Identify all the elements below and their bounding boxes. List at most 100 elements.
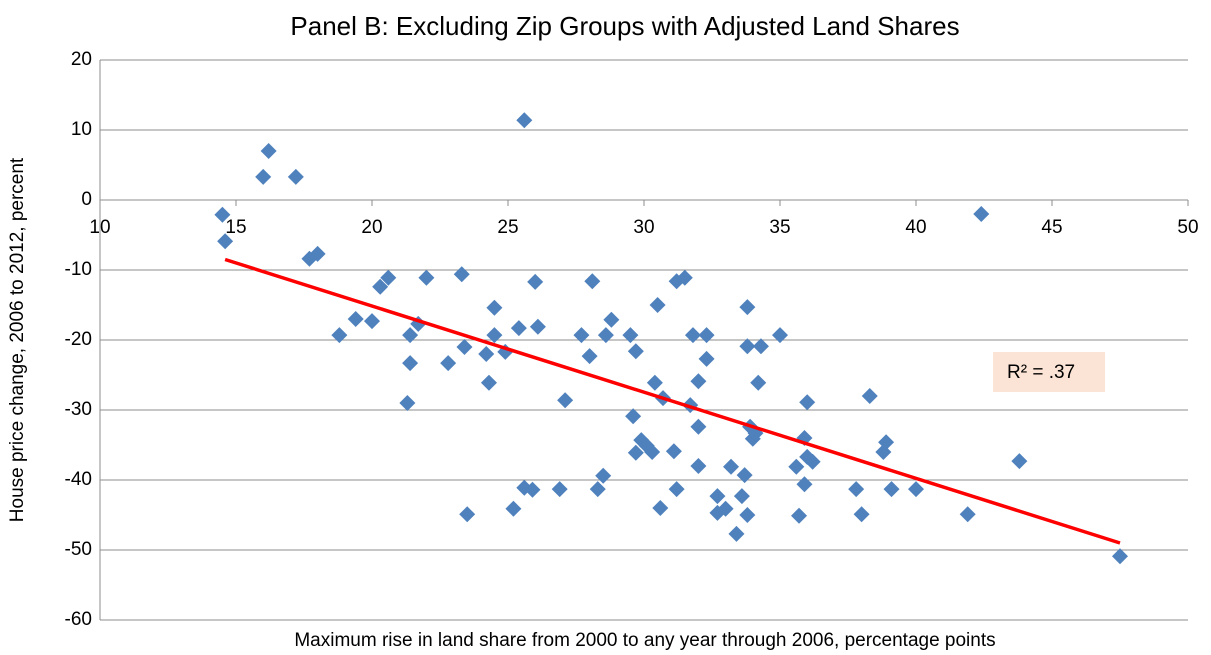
- point: [399, 395, 416, 411]
- x-tick-label: 25: [497, 217, 518, 238]
- point: [347, 311, 364, 327]
- point: [622, 327, 639, 344]
- point: [709, 504, 726, 521]
- point: [459, 506, 476, 523]
- point: [331, 327, 348, 344]
- point: [796, 476, 813, 493]
- point: [723, 458, 740, 475]
- point: [214, 206, 231, 223]
- point: [739, 507, 756, 523]
- point: [676, 269, 693, 286]
- chart-title: Panel B: Excluding Zip Groups with Adjus…: [290, 11, 959, 41]
- point: [573, 327, 590, 344]
- annotation: R² = .37: [1007, 362, 1075, 383]
- y-tick-label: 20: [71, 49, 92, 70]
- x-tick-label: 30: [633, 217, 654, 238]
- point: [717, 500, 734, 517]
- point: [627, 343, 644, 360]
- point: [505, 500, 522, 517]
- point: [627, 444, 644, 461]
- x-tick-label: 35: [769, 217, 790, 238]
- point: [788, 458, 805, 475]
- point: [603, 311, 620, 328]
- point: [848, 481, 865, 498]
- point: [690, 418, 707, 435]
- point: [557, 392, 574, 409]
- point: [644, 444, 661, 460]
- point: [728, 525, 745, 542]
- point: [908, 481, 924, 498]
- point: [698, 327, 715, 344]
- point: [733, 488, 750, 505]
- point: [973, 206, 990, 222]
- point: [690, 458, 707, 474]
- point: [883, 481, 900, 498]
- point: [453, 266, 470, 283]
- point: [372, 278, 389, 295]
- point: [480, 374, 497, 391]
- point: [791, 507, 808, 524]
- point: [878, 434, 895, 451]
- point: [684, 327, 701, 344]
- point: [739, 338, 756, 355]
- point: [668, 481, 685, 498]
- point: [287, 168, 304, 185]
- point: [516, 112, 533, 129]
- point: [486, 327, 503, 344]
- point: [698, 350, 715, 367]
- point: [524, 481, 541, 498]
- y-tick-label: -10: [65, 259, 92, 280]
- point: [772, 327, 788, 344]
- point: [260, 143, 277, 159]
- point: [861, 388, 878, 404]
- point: [652, 500, 669, 516]
- point: [486, 299, 503, 316]
- point: [456, 339, 473, 355]
- trend-line: [224, 257, 1121, 545]
- point: [625, 408, 642, 425]
- point: [1112, 548, 1128, 565]
- point: [752, 338, 769, 355]
- y-tick-label: -60: [65, 609, 92, 630]
- x-tick-label: 20: [361, 217, 382, 238]
- point: [799, 394, 816, 411]
- point: [649, 297, 666, 313]
- point: [364, 313, 380, 330]
- point: [581, 348, 598, 365]
- point: [527, 273, 544, 290]
- y-tick-label: -50: [65, 539, 92, 560]
- x-tick-label: 40: [905, 217, 926, 238]
- point: [665, 443, 682, 460]
- point: [584, 273, 601, 290]
- point: [597, 327, 614, 344]
- point: [804, 453, 821, 470]
- point: [418, 269, 435, 286]
- point: [217, 233, 234, 250]
- y-tick-label: -40: [65, 469, 92, 490]
- point: [690, 373, 707, 390]
- x-tick-label: 10: [89, 217, 110, 238]
- point: [595, 467, 612, 484]
- point: [309, 245, 326, 262]
- point: [709, 488, 726, 505]
- point: [402, 327, 419, 344]
- point: [402, 355, 419, 372]
- point: [478, 346, 495, 362]
- point: [589, 481, 606, 498]
- x-tick-label: 15: [225, 217, 246, 238]
- y-tick-label: -30: [65, 399, 92, 420]
- point: [736, 467, 753, 484]
- point: [440, 355, 457, 372]
- point: [739, 299, 756, 316]
- point: [510, 320, 527, 337]
- point: [1011, 453, 1028, 470]
- y-axis-label: House price change, 2006 to 2012, percen…: [7, 157, 28, 522]
- x-tick-label: 45: [1041, 217, 1062, 238]
- x-tick-label: 50: [1177, 217, 1198, 238]
- y-tick-label: 0: [81, 189, 92, 210]
- annotation-box: [993, 352, 1105, 392]
- point: [551, 481, 568, 498]
- point: [646, 374, 663, 391]
- point: [959, 506, 976, 523]
